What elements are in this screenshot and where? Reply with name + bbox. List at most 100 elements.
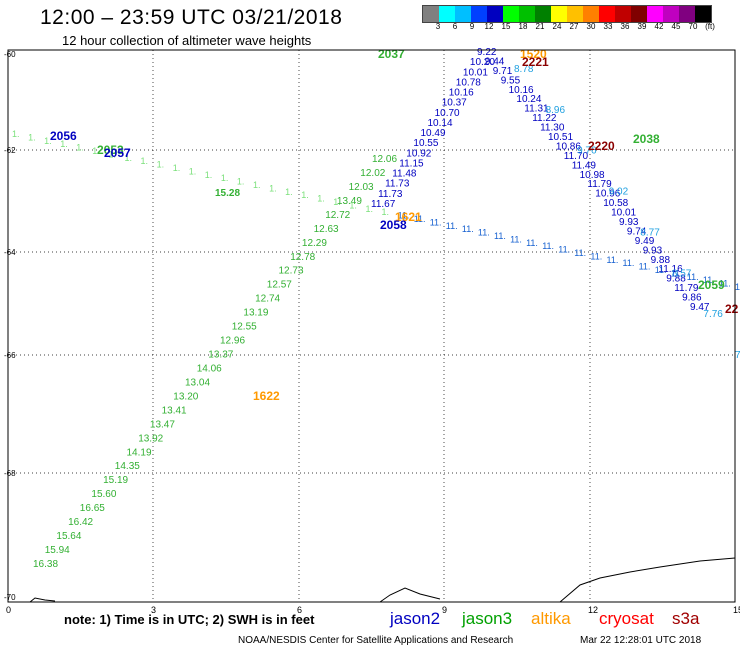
track-value-mark: 1. [157,160,165,170]
wave-height-value: 9.76 [577,146,597,157]
color-swatch [439,6,455,22]
track-value-mark: 1. [237,177,245,187]
wave-height-value: 8.57 [672,268,692,279]
latitude-label: -70 [4,593,16,602]
track-value-mark: 1. [12,129,20,139]
wave-height-value: 14.19 [127,447,152,458]
legend-item-altika: altika [531,609,571,628]
wave-height-value: 12.63 [314,224,339,235]
wave-height-value: 10.78 [456,77,481,88]
longitude-label: 0 [6,605,11,615]
wave-height-value: 16.65 [80,503,105,514]
wave-height-value: 12.73 [279,266,304,277]
coastline [29,557,736,603]
color-swatch [471,6,487,22]
track-value-mark: 11. [735,282,740,292]
track-value-mark: 11. [462,224,474,234]
wave-height-value: 12.72 [325,210,350,221]
wave-height-value: 14.06 [197,364,222,375]
legend-item-jason3: jason3 [462,609,513,628]
wave-height-value: 10.37 [442,98,467,109]
wave-height-value: 11.49 [572,160,597,171]
pass-time-label: 2221 [522,55,549,69]
wave-height-value: 9.74 [627,226,647,237]
track-value-mark: 1. [92,146,100,156]
pass-time-label: 2058 [380,218,407,232]
track-value-mark: 11. [703,275,715,285]
wave-height-value: 13.49 [337,196,362,207]
track-value-mark: 11. [526,238,538,248]
longitude-label: 6 [297,605,302,615]
wave-height-value: 11.73 [378,189,403,200]
wave-height-value: 13.47 [150,419,175,430]
track-value-mark: 11. [430,217,442,227]
color-swatch [615,6,631,22]
longitude-label: 15 [733,605,740,615]
track-value-mark: 1. [173,163,181,173]
track-value-mark: 1. [253,180,261,190]
wave-height-value: 12.57 [267,280,292,291]
track-value-mark: 1. [76,143,84,153]
track-value-mark: 1. [108,149,116,159]
wave-height-value: 11.70 [564,151,589,162]
footer-credit: NOAA/NESDIS Center for Satellite Applica… [238,635,514,646]
pass-time-label: 22 [725,302,739,316]
color-swatch [551,6,567,22]
wave-height-value: 10.49 [421,128,446,139]
footer-timestamp: Mar 22 12:28:01 UTC 2018 [580,635,702,646]
color-scale-label: 6 [452,22,458,31]
wave-height-value: 10.20 [470,57,495,68]
legend-item-cryosat: cryosat [599,609,654,628]
wave-height-value: 13.20 [173,391,198,402]
track-value-mark: 11. [494,231,506,241]
satellite-tracks: 16.38 15.94 15.64 16.42 16.65 15.60 15.19 14.35… [12,47,740,570]
color-swatch [567,6,583,22]
color-swatch [423,6,439,22]
track-value-mark: 11. [671,268,683,278]
latitude-label: -68 [4,469,16,478]
color-scale-label: 18 [518,22,528,31]
color-swatch [583,6,599,22]
wave-height-value: 11.79 [587,179,612,190]
legend-item-jason2: jason2 [390,609,441,628]
track-value-mark: 1. [269,183,277,193]
track-value-mark: 11. [687,272,699,282]
longitude-label: 9 [442,605,447,615]
color-swatch [519,6,535,22]
pass-time-label: 2056 [50,129,77,143]
wave-height-value: 13.92 [138,433,163,444]
wave-height-value: 8.78 [514,64,534,75]
track-value-mark: 11. [414,214,426,224]
latitude-label: -66 [4,351,16,360]
longitude-label: 12 [588,605,598,615]
wave-height-value: 10.24 [516,94,541,105]
color-scale-bar [422,5,712,23]
wave-height-value: 11.48 [392,169,417,180]
color-swatch [535,6,551,22]
color-scale-label: 3 [435,22,441,31]
track-value-mark: 1. [28,132,36,142]
color-scale-label: 36 [620,22,630,31]
color-swatch [487,6,503,22]
map-frame [7,49,736,603]
track-value-mark: 11. [478,228,490,238]
color-scale-label: 45 [671,22,681,31]
wave-height-value: 9.93 [619,217,639,228]
wave-height-value: 9.93 [643,245,663,256]
wave-height-value: 10.14 [428,118,453,129]
wave-height-value: 9.47 [690,302,710,313]
track-value-mark: 11. [655,265,667,275]
track-value-mark: 11. [719,279,731,289]
color-swatch [455,6,471,22]
pass-time-label: 15.28 [215,188,240,199]
wave-height-value: 10.92 [406,148,431,159]
longitude-label: 3 [151,605,156,615]
wave-height-value: 7.76 [703,309,723,320]
antarctic-coastline [29,557,736,603]
track-value-mark: 11. [639,262,651,272]
wave-height-value: 8.77 [640,227,660,238]
wave-height-value: 14.35 [115,461,140,472]
wave-height-value: 16.42 [68,517,93,528]
color-scale-label: 27 [569,22,579,31]
wave-height-value: 10.16 [509,85,534,96]
